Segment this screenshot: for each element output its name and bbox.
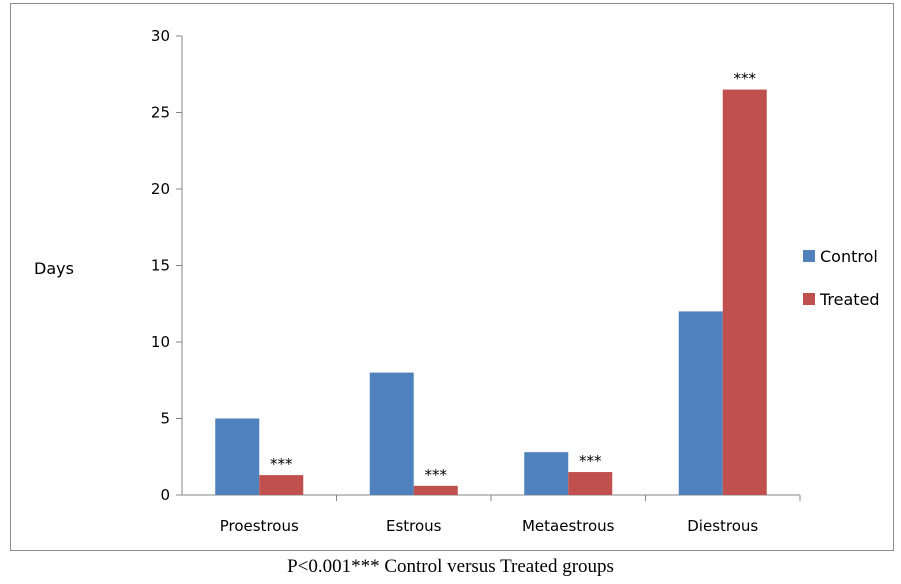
bar-control (678, 311, 723, 495)
legend-swatch-control (803, 250, 815, 262)
bar-control (215, 418, 260, 495)
y-tick-label: 25 (151, 104, 170, 122)
x-tick-label: Estrous (386, 517, 442, 535)
bar-treated (722, 89, 767, 496)
bar-control (369, 372, 414, 495)
significance-label: *** (734, 70, 757, 88)
significance-label: *** (270, 455, 293, 473)
y-tick-label: 0 (160, 486, 170, 504)
significance-label: *** (579, 452, 602, 470)
x-tick-label: Metaestrous (522, 517, 615, 535)
bar-treated (413, 485, 458, 495)
y-tick-label: 15 (151, 257, 170, 275)
chart-caption: P<0.001*** Control versus Treated groups (287, 556, 614, 577)
x-tick-label: Proestrous (220, 517, 299, 535)
bar-control (524, 452, 569, 495)
y-axis-label: Days (34, 259, 74, 278)
x-tick-label: Diestrous (687, 517, 758, 535)
bar-treated (568, 472, 613, 495)
y-tick-label: 10 (151, 333, 170, 351)
legend-label-control: Control (820, 247, 878, 266)
y-tick-label: 30 (151, 27, 170, 45)
legend-label-treated: Treated (819, 290, 880, 309)
significance-label: *** (425, 466, 448, 484)
y-tick-label: 5 (160, 410, 170, 428)
bar-treated (259, 475, 304, 495)
legend-swatch-treated (803, 293, 815, 305)
y-tick-label: 20 (151, 180, 170, 198)
